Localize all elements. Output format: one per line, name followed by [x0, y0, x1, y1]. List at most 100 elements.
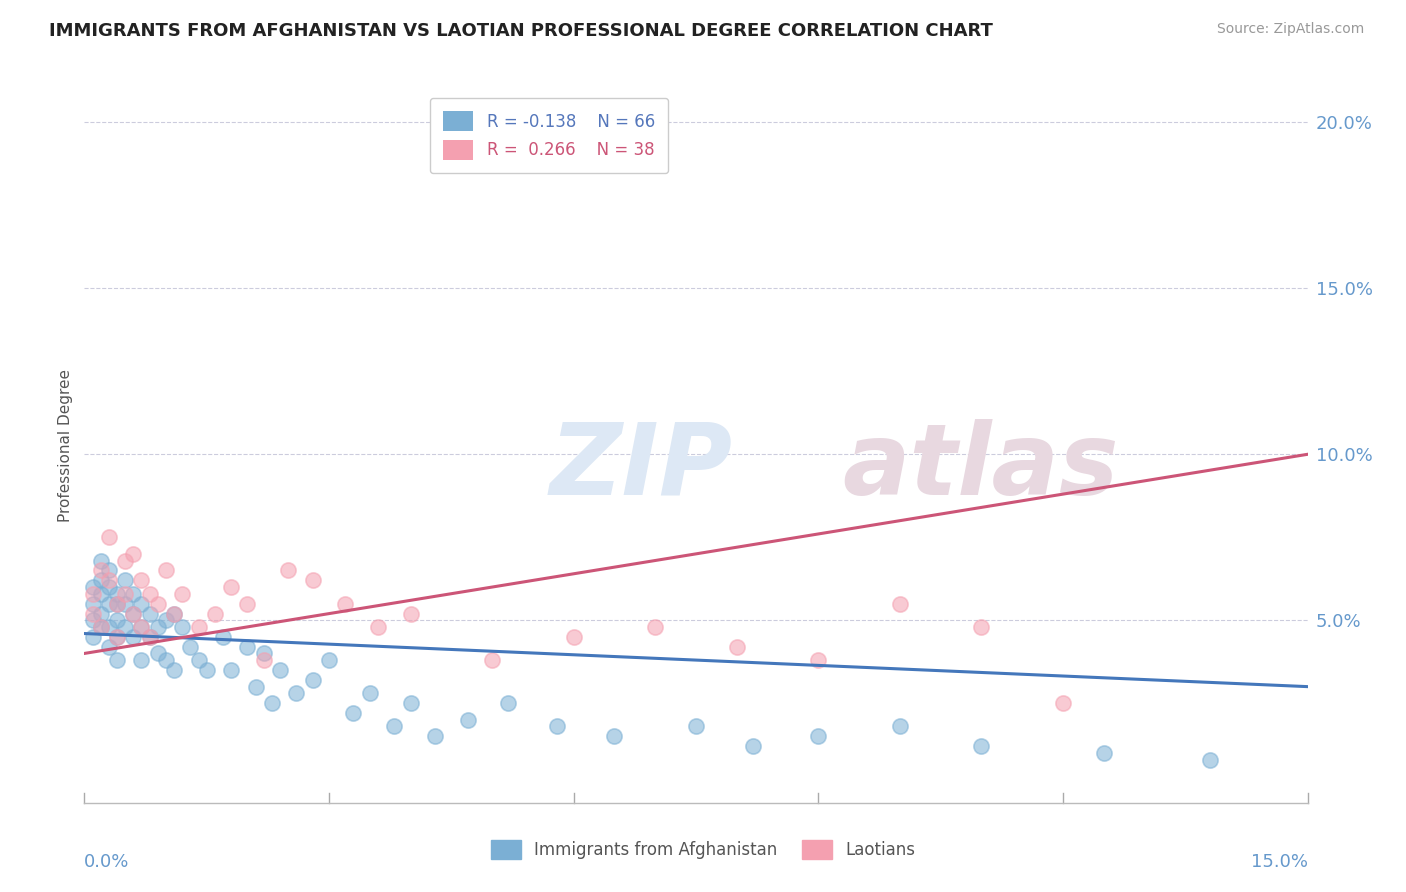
Point	[138, 630, 160, 644]
Point	[245, 680, 267, 694]
Point	[90, 620, 112, 634]
Point	[546, 719, 568, 733]
Text: 0.0%: 0.0%	[84, 853, 129, 871]
Point	[114, 597, 136, 611]
Point	[105, 630, 128, 644]
Point	[105, 653, 128, 667]
Point	[131, 574, 153, 588]
Point	[97, 574, 120, 588]
Point	[82, 597, 104, 611]
Point	[82, 607, 104, 621]
Point	[342, 706, 364, 721]
Point	[97, 530, 120, 544]
Point	[97, 580, 120, 594]
Point	[335, 597, 357, 611]
Point	[155, 653, 177, 667]
Point	[90, 574, 112, 588]
Legend: R = -0.138    N = 66, R =  0.266    N = 38: R = -0.138 N = 66, R = 0.266 N = 38	[430, 97, 668, 173]
Text: IMMIGRANTS FROM AFGHANISTAN VS LAOTIAN PROFESSIONAL DEGREE CORRELATION CHART: IMMIGRANTS FROM AFGHANISTAN VS LAOTIAN P…	[49, 22, 993, 40]
Point	[725, 640, 748, 654]
Point	[138, 607, 160, 621]
Point	[97, 564, 120, 578]
Point	[253, 647, 276, 661]
Legend: Immigrants from Afghanistan, Laotians: Immigrants from Afghanistan, Laotians	[484, 834, 922, 866]
Point	[382, 719, 405, 733]
Point	[138, 587, 160, 601]
Y-axis label: Professional Degree: Professional Degree	[58, 369, 73, 523]
Point	[1092, 746, 1115, 760]
Point	[970, 620, 993, 634]
Point	[82, 630, 104, 644]
Text: ZIP: ZIP	[550, 419, 733, 516]
Point	[114, 574, 136, 588]
Point	[172, 587, 194, 601]
Point	[114, 587, 136, 601]
Point	[481, 653, 503, 667]
Point	[301, 673, 323, 687]
Point	[359, 686, 381, 700]
Point	[219, 580, 242, 594]
Point	[179, 640, 201, 654]
Point	[97, 640, 120, 654]
Point	[163, 663, 186, 677]
Point	[105, 597, 128, 611]
Point	[82, 580, 104, 594]
Point	[97, 597, 120, 611]
Point	[90, 620, 112, 634]
Point	[253, 653, 276, 667]
Point	[204, 607, 226, 621]
Point	[260, 696, 283, 710]
Point	[399, 696, 422, 710]
Point	[114, 620, 136, 634]
Point	[367, 620, 389, 634]
Point	[219, 663, 242, 677]
Point	[498, 696, 520, 710]
Point	[105, 630, 128, 644]
Point	[105, 587, 128, 601]
Point	[155, 613, 177, 627]
Point	[1198, 753, 1220, 767]
Point	[114, 553, 136, 567]
Point	[163, 607, 186, 621]
Point	[146, 647, 169, 661]
Point	[122, 547, 145, 561]
Point	[90, 607, 112, 621]
Point	[82, 587, 104, 601]
Point	[97, 620, 120, 634]
Point	[146, 620, 169, 634]
Point	[155, 564, 177, 578]
Point	[318, 653, 340, 667]
Point	[212, 630, 235, 644]
Point	[889, 719, 911, 733]
Point	[187, 620, 209, 634]
Text: atlas: atlas	[842, 419, 1119, 516]
Point	[131, 597, 153, 611]
Point	[90, 587, 112, 601]
Point	[131, 620, 153, 634]
Point	[138, 630, 160, 644]
Point	[399, 607, 422, 621]
Point	[163, 607, 186, 621]
Point	[603, 730, 626, 744]
Point	[457, 713, 479, 727]
Point	[90, 564, 112, 578]
Point	[122, 587, 145, 601]
Point	[172, 620, 194, 634]
Text: Source: ZipAtlas.com: Source: ZipAtlas.com	[1216, 22, 1364, 37]
Point	[131, 620, 153, 634]
Point	[644, 620, 666, 634]
Point	[685, 719, 707, 733]
Point	[562, 630, 585, 644]
Point	[285, 686, 308, 700]
Point	[187, 653, 209, 667]
Point	[970, 739, 993, 754]
Point	[889, 597, 911, 611]
Point	[301, 574, 323, 588]
Point	[122, 630, 145, 644]
Point	[146, 597, 169, 611]
Point	[122, 607, 145, 621]
Text: 15.0%: 15.0%	[1250, 853, 1308, 871]
Point	[131, 653, 153, 667]
Point	[105, 613, 128, 627]
Point	[90, 553, 112, 567]
